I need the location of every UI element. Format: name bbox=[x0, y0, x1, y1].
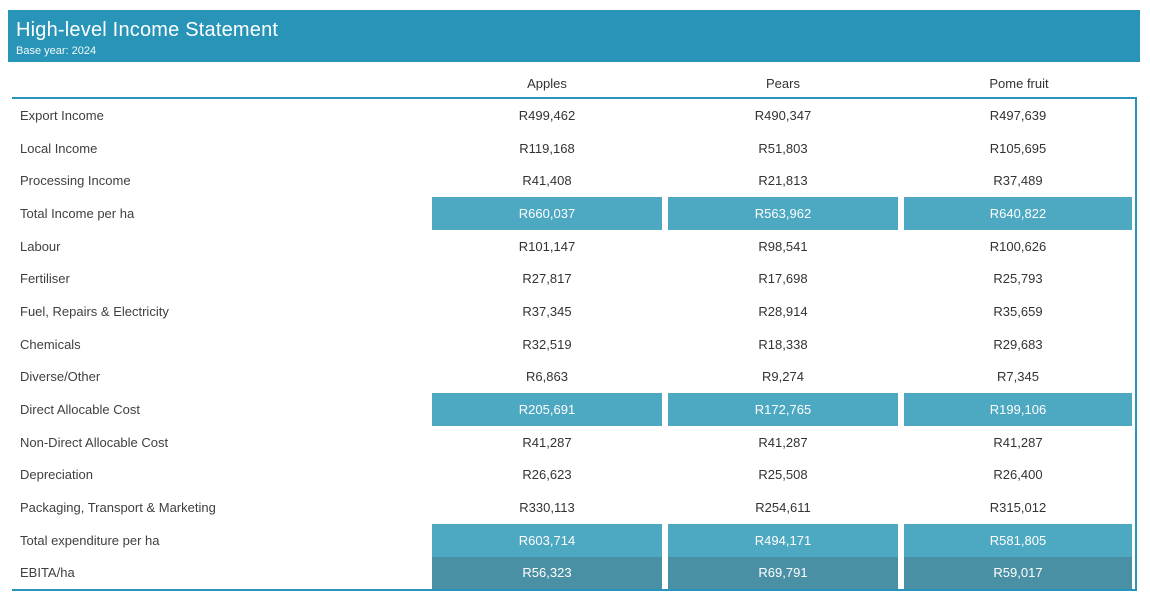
cell-value: R315,012 bbox=[901, 491, 1137, 524]
cell-value: R29,683 bbox=[901, 327, 1137, 361]
table-row: Local Income R119,168 R51,803 R105,695 bbox=[12, 131, 1137, 165]
cell-value: R28,914 bbox=[758, 303, 808, 319]
cell-value: R563,962 bbox=[665, 197, 901, 230]
cell-value: R59,017 bbox=[901, 556, 1137, 590]
cell-value: R9,274 bbox=[762, 369, 804, 385]
row-label: Total expenditure per ha bbox=[20, 532, 160, 548]
cell-value: R51,803 bbox=[758, 140, 808, 156]
cell-value: R32,519 bbox=[522, 336, 572, 352]
cell-value: R26,623 bbox=[522, 467, 572, 483]
cell-value: R603,714 bbox=[429, 523, 665, 557]
table-row: Export Income R499,462 R490,347 R497,639 bbox=[12, 99, 1137, 132]
cell-value: R98,541 bbox=[758, 238, 808, 254]
cell-value: R56,323 bbox=[429, 556, 665, 590]
row-label: Packaging, Transport & Marketing bbox=[20, 500, 216, 516]
table-row: Processing Income R41,408 R21,813 R37,489 bbox=[12, 164, 1137, 198]
cell-value: R497,639 bbox=[901, 99, 1137, 132]
cell-value: R37,345 bbox=[522, 303, 572, 319]
page-title: High-level Income Statement bbox=[16, 19, 279, 41]
table-row: Non-Direct Allocable Cost R41,287 R41,287 R… bbox=[12, 425, 1137, 459]
row-label: Processing Income bbox=[20, 173, 131, 189]
table-row: Fuel, Repairs & Electricity R37,345 R28,91… bbox=[12, 295, 1137, 328]
cell-value: R37,489 bbox=[901, 164, 1137, 198]
cell-value: R7,345 bbox=[901, 360, 1137, 394]
table-row: Total expenditure per ha R603,714 R494,171… bbox=[12, 523, 1137, 557]
row-label: Export Income bbox=[20, 107, 104, 123]
cell-value: R41,408 bbox=[522, 173, 572, 189]
cell-value: R640,822 bbox=[901, 197, 1137, 230]
page-subtitle: Base year: 2024 bbox=[16, 45, 97, 57]
cell-value: R205,691 bbox=[429, 393, 665, 426]
cell-value: R17,698 bbox=[758, 271, 808, 287]
cell-value: R119,168 bbox=[519, 140, 575, 156]
cell-value: R330,113 bbox=[519, 500, 575, 516]
row-label: Diverse/Other bbox=[20, 369, 101, 385]
column-header-spacer bbox=[12, 62, 429, 97]
cell-value: R172,765 bbox=[665, 393, 901, 426]
title-bar: High-level Income Statement Base year: 2… bbox=[8, 10, 1140, 62]
cell-value: R6,863 bbox=[526, 369, 568, 385]
row-label: Depreciation bbox=[20, 467, 93, 483]
table-row: Total Income per ha R660,037 R563,962 R640,… bbox=[12, 197, 1137, 230]
cell-value: R26,400 bbox=[901, 458, 1137, 492]
row-label: Chemicals bbox=[20, 336, 81, 352]
row-label: Fertiliser bbox=[20, 271, 70, 287]
column-header-pome-fruit: Pome fruit bbox=[989, 76, 1049, 91]
table-row: EBITA/ha R56,323 R69,791 R59,017 bbox=[12, 556, 1137, 590]
table-row: Fertiliser R27,817 R17,698 R25,793 bbox=[12, 262, 1137, 296]
table-body: Export Income R499,462 R490,347 R497,639 Loc… bbox=[12, 97, 1137, 592]
table-row: Labour R101,147 R98,541 R100,626 bbox=[12, 229, 1137, 263]
cell-value: R100,626 bbox=[901, 229, 1137, 263]
column-header-row: Apples Pears Pome fruit bbox=[12, 62, 1137, 97]
cell-value: R105,695 bbox=[901, 131, 1137, 165]
cell-value: R27,817 bbox=[522, 271, 572, 287]
cell-value: R494,171 bbox=[665, 523, 901, 557]
income-statement-table: Apples Pears Pome fruit Export Income R49… bbox=[12, 62, 1137, 592]
cell-value: R41,287 bbox=[901, 425, 1137, 459]
table-row: Packaging, Transport & Marketing R330,113… bbox=[12, 491, 1137, 524]
row-label: Local Income bbox=[20, 140, 98, 156]
column-header-pears: Pears bbox=[766, 76, 800, 91]
table-row: Chemicals R32,519 R18,338 R29,683 bbox=[12, 327, 1137, 361]
cell-value: R101,147 bbox=[518, 238, 576, 254]
cell-value: R581,805 bbox=[901, 523, 1137, 557]
row-label: Labour bbox=[20, 238, 61, 254]
cell-value: R490,347 bbox=[754, 107, 812, 123]
column-header-apples: Apples bbox=[527, 76, 567, 91]
cell-value: R25,793 bbox=[901, 262, 1137, 296]
cell-value: R41,287 bbox=[758, 434, 808, 450]
row-label: EBITA/ha bbox=[20, 565, 75, 581]
cell-value: R199,106 bbox=[901, 393, 1137, 426]
row-label: Total Income per ha bbox=[20, 205, 135, 221]
cell-value: R21,813 bbox=[758, 173, 808, 189]
cell-value: R41,287 bbox=[522, 434, 572, 450]
cell-value: R499,462 bbox=[518, 107, 576, 123]
cell-value: R69,791 bbox=[665, 556, 901, 590]
cell-value: R18,338 bbox=[758, 336, 808, 352]
cell-value: R660,037 bbox=[429, 197, 665, 230]
cell-value: R254,611 bbox=[755, 500, 811, 516]
table-row: Depreciation R26,623 R25,508 R26,400 bbox=[12, 458, 1137, 492]
cell-value: R35,659 bbox=[901, 295, 1137, 328]
row-label: Fuel, Repairs & Electricity bbox=[20, 303, 169, 319]
row-label: Non-Direct Allocable Cost bbox=[20, 434, 169, 450]
cell-value: R25,508 bbox=[758, 467, 808, 483]
table-row: Direct Allocable Cost R205,691 R172,765 R19… bbox=[12, 393, 1137, 426]
row-label: Direct Allocable Cost bbox=[20, 402, 140, 418]
table-row: Diverse/Other R6,863 R9,274 R7,345 bbox=[12, 360, 1137, 394]
